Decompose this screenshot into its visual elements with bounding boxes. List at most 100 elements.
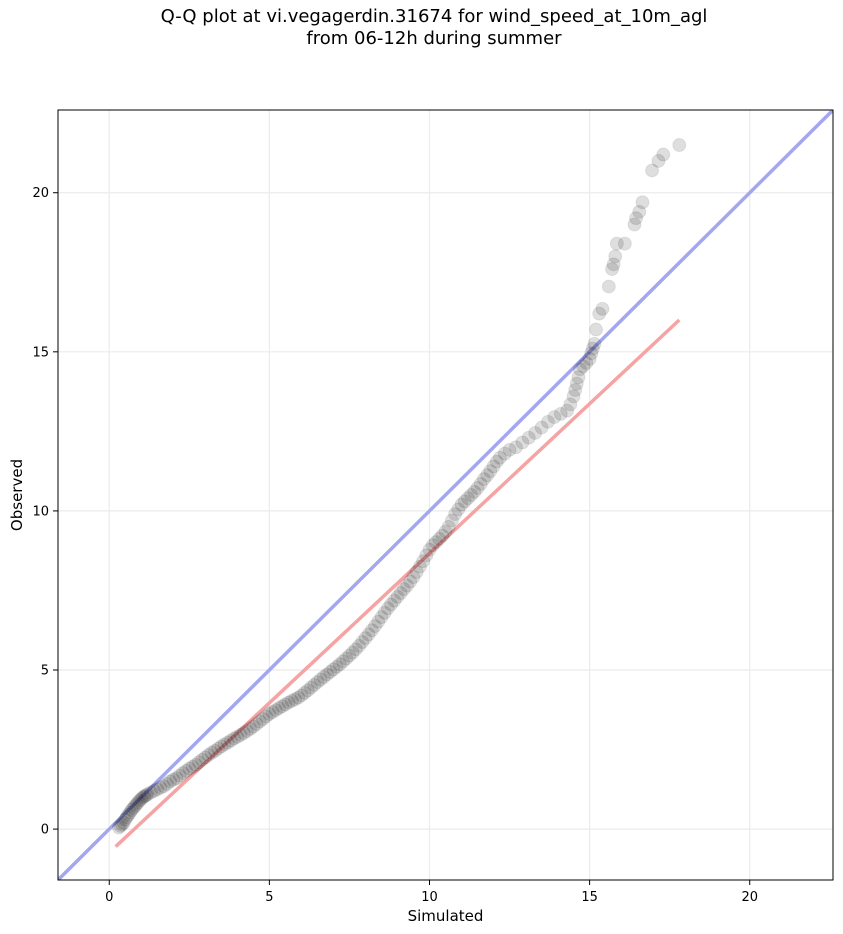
scatter-point [198,750,213,765]
scatter-point [377,605,392,620]
scatter-point [303,680,318,695]
scatter-point [320,667,335,682]
scatter-point [271,701,286,716]
scatter-point [121,807,136,822]
scatter-point [601,279,616,294]
scatter-point [188,757,203,772]
scatter-point [217,737,232,752]
scatter-point [629,211,644,226]
scatter-point [236,726,251,740]
scatter-point [566,389,581,404]
scatter-point [220,735,235,750]
scatter-point [627,217,642,232]
scatter-point [364,623,379,638]
chart-title: Q-Q plot at vi.vegagerdin.31674 for wind… [160,6,708,49]
scatter-point [569,376,584,391]
scatter-point [617,236,632,251]
scatter-point [451,502,466,517]
y-tick-label: 5 [41,664,49,679]
scatter-point [297,685,312,700]
scatter-point [521,430,536,445]
scatter-point [123,805,138,820]
scatter-point [287,692,302,707]
scatter-point [497,446,512,461]
scatter-point [182,761,197,776]
scatter-point [329,659,344,674]
scatter-point [467,484,482,499]
scatter-point [126,801,141,816]
scatter-point [300,683,315,698]
scatter-point [278,697,293,712]
scatter-point [262,706,277,721]
scatter-point [476,472,491,487]
scatter-point [265,705,280,719]
scatter-point [313,672,328,687]
scatter-point [390,589,405,604]
scatter-point [179,763,194,778]
scatter-point [345,645,360,660]
scatter-point [579,355,594,370]
scatter-point [150,782,165,797]
scatter-point [127,799,142,814]
scatter-point [412,559,427,574]
scatter-point [211,741,226,756]
scatter-point [492,450,507,465]
scatter-point [175,766,190,781]
scatter-point [326,662,341,677]
plot-data [58,110,833,880]
scatter-point [589,322,604,337]
scatter-point [113,818,128,833]
grid-lines [58,110,833,880]
scatter-point [368,619,383,634]
scatter-point [191,755,206,770]
scatter-point [515,435,530,450]
scatter-point [323,664,338,679]
scatter-point [118,812,133,827]
y-axis-label: Observed [8,459,26,531]
scatter-point [259,709,274,724]
y-tick-label: 15 [32,345,49,360]
scatter-point [143,785,158,800]
scatter-point [227,731,242,746]
scatter-point [374,610,389,625]
scatter-point [169,771,184,786]
scatter-point [163,774,178,789]
scatter-point [147,783,162,798]
scatter-point [116,815,131,830]
scatter-point [508,440,523,455]
scatter-point [291,690,306,705]
scatter-point [486,459,501,474]
x-tick-label: 5 [265,890,273,905]
scatter-point [473,476,488,491]
scatter-point [243,721,258,736]
scatter-point [422,542,437,557]
scatter-point [406,570,421,585]
scatter-point [185,759,200,774]
scatter-point [119,810,134,824]
scatter-point [361,627,376,642]
scatter-point [464,488,479,502]
scatter-point [576,359,591,374]
scatter-point [454,497,469,512]
scatter-point [438,524,453,539]
scatter-point [651,153,666,168]
scatter-point [332,657,347,672]
identity-line [58,110,833,880]
scatter-point [336,654,351,669]
scatter-point [124,803,139,817]
scatter-point [540,414,555,429]
scatter-point [635,195,650,210]
scatter-point [195,752,210,767]
scatter-point [435,528,450,543]
scatter-point [352,638,367,653]
axis-ticks: 0 5 10 15 20 0 5 10 15 20 [32,186,758,905]
scatter-point [207,743,222,758]
scatter-point [403,574,418,589]
scatter-point [310,675,325,690]
scatter-point [316,670,331,684]
scatter-point [255,712,270,726]
scatter-point [563,397,578,412]
scatter-point [307,677,322,692]
scatter-point [239,724,254,739]
scatter-point [393,586,408,600]
